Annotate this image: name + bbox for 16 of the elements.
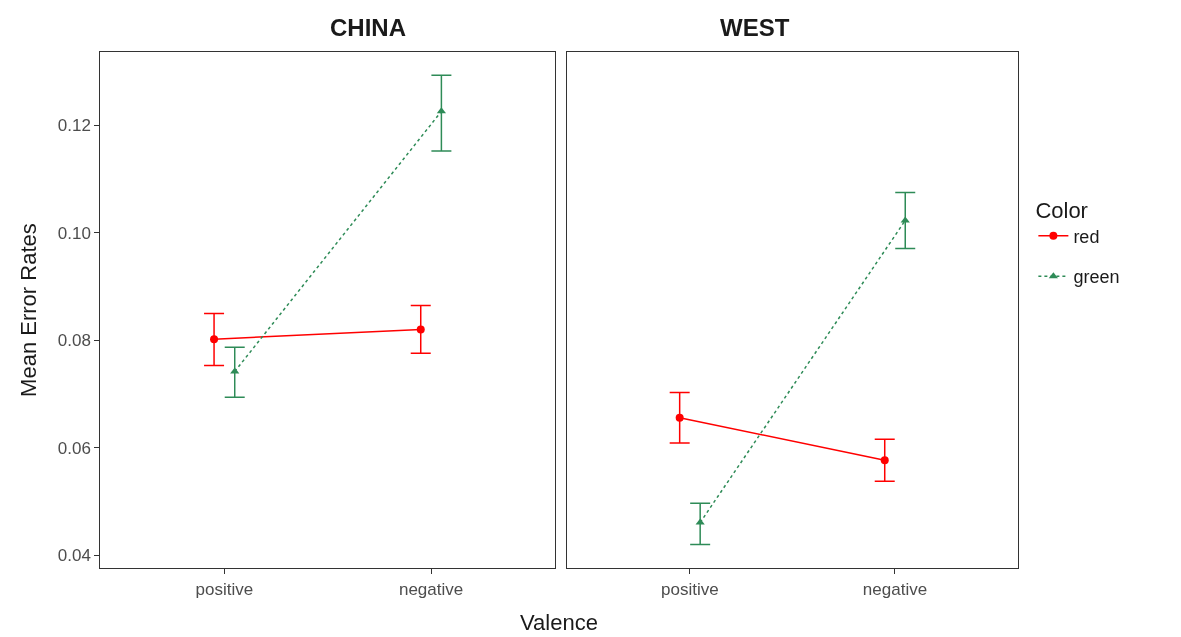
x-tick-label: negative: [398, 579, 464, 599]
y-tick-label: 0.04: [57, 546, 91, 566]
chart-title: WEST: [720, 14, 790, 41]
y-tick-label: 0.12: [57, 116, 91, 136]
legend-label: red: [1073, 226, 1100, 247]
chart-title: CHINA: [330, 14, 406, 41]
x-tick-label: negative: [862, 579, 928, 599]
legend-label: green: [1073, 267, 1120, 288]
x-tick-label: positive: [195, 579, 254, 599]
x-tick-label: positive: [661, 579, 719, 599]
x-axis-title: Valence: [520, 610, 598, 635]
y-tick-label: 0.06: [57, 438, 91, 458]
legend-title: Color: [1035, 197, 1088, 223]
y-tick-label: 0.10: [57, 223, 91, 243]
y-axis-title: Mean Error Rates: [16, 223, 42, 397]
y-tick-label: 0.08: [57, 331, 91, 351]
